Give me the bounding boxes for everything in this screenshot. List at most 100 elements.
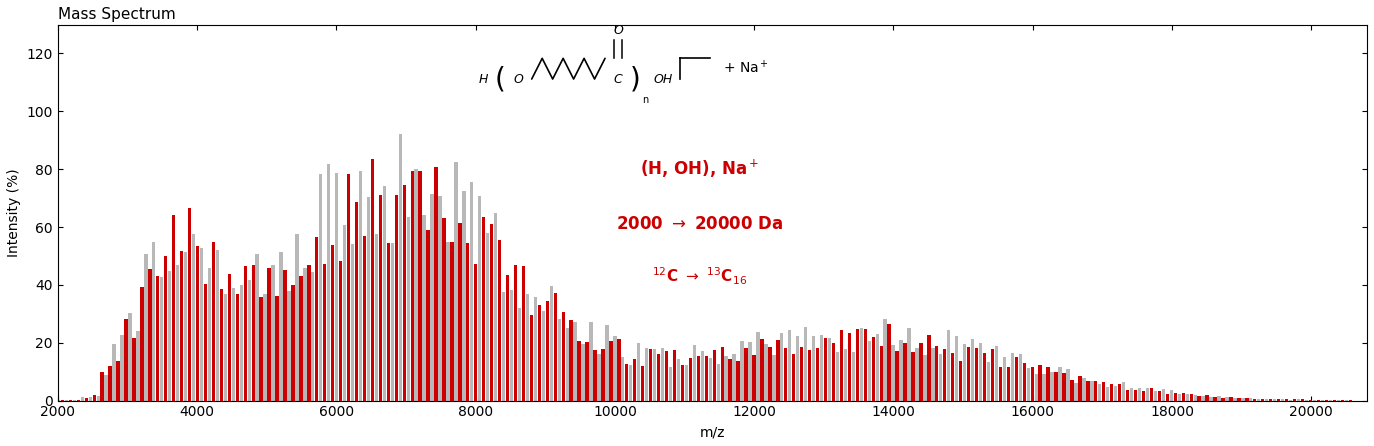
Bar <box>589 322 592 401</box>
Bar <box>883 319 886 401</box>
Bar <box>701 351 703 401</box>
Bar <box>879 346 883 401</box>
Bar <box>665 351 668 401</box>
Bar <box>1305 400 1308 401</box>
Bar <box>1289 400 1292 401</box>
Bar <box>736 361 739 401</box>
Bar <box>963 344 966 401</box>
Bar <box>447 242 449 401</box>
Bar <box>346 174 350 401</box>
Bar <box>1011 353 1014 401</box>
Bar <box>514 265 517 401</box>
Bar <box>1312 400 1316 401</box>
Bar <box>442 219 445 401</box>
Bar <box>812 336 815 401</box>
Bar <box>354 202 359 401</box>
Bar <box>203 284 207 401</box>
Bar <box>606 325 609 401</box>
Bar <box>1234 398 1237 401</box>
Bar <box>598 354 600 401</box>
Bar <box>462 190 466 401</box>
Bar <box>741 341 743 401</box>
Bar <box>1257 399 1260 401</box>
Bar <box>132 338 136 401</box>
Bar <box>692 345 697 401</box>
Bar <box>144 253 147 401</box>
Bar <box>573 322 577 401</box>
Bar <box>1066 369 1069 401</box>
Bar <box>1083 378 1085 401</box>
Bar <box>1161 389 1165 401</box>
Bar <box>728 359 732 401</box>
Bar <box>642 366 644 401</box>
Bar <box>569 320 573 401</box>
Bar <box>927 335 930 401</box>
Bar <box>804 327 808 401</box>
Bar <box>458 223 462 401</box>
Bar <box>518 308 521 401</box>
Bar <box>367 197 370 401</box>
Bar <box>272 264 275 401</box>
Bar <box>100 372 104 401</box>
Bar <box>537 305 541 401</box>
Bar <box>1165 394 1169 401</box>
Bar <box>81 397 84 401</box>
Bar <box>466 244 470 401</box>
Bar <box>1018 354 1022 401</box>
Bar <box>180 252 183 401</box>
Bar <box>831 343 835 401</box>
Text: ): ) <box>629 65 640 93</box>
Bar <box>1285 399 1289 401</box>
Bar <box>407 217 409 401</box>
Bar <box>760 339 764 401</box>
Bar <box>344 224 346 401</box>
Bar <box>581 344 585 401</box>
Bar <box>919 343 922 401</box>
Bar <box>379 195 382 401</box>
Bar <box>192 234 195 401</box>
Bar <box>1138 388 1142 401</box>
Bar <box>243 266 247 401</box>
Text: (: ( <box>495 65 506 93</box>
Bar <box>633 359 636 401</box>
Bar <box>239 285 243 401</box>
Bar <box>875 334 879 401</box>
Bar <box>140 287 143 401</box>
Bar <box>235 294 239 401</box>
Bar <box>896 351 899 401</box>
Bar <box>1090 380 1094 401</box>
Bar <box>1345 400 1348 401</box>
Bar <box>617 339 621 401</box>
Bar <box>260 297 262 401</box>
Text: + Na$^+$: + Na$^+$ <box>723 59 769 76</box>
Bar <box>256 254 258 401</box>
Bar <box>502 292 506 401</box>
Bar <box>625 364 628 401</box>
Bar <box>602 349 605 401</box>
Bar <box>319 174 323 401</box>
Bar <box>800 347 804 401</box>
Bar <box>232 288 235 401</box>
Bar <box>1194 395 1197 401</box>
Bar <box>287 291 291 401</box>
Bar <box>228 274 231 401</box>
Bar <box>109 366 111 401</box>
Bar <box>724 356 728 401</box>
Bar <box>315 237 319 401</box>
Bar <box>383 186 386 401</box>
Bar <box>720 347 724 401</box>
Bar <box>422 215 426 401</box>
Bar <box>304 268 306 401</box>
Bar <box>1087 381 1090 401</box>
Bar <box>327 164 330 401</box>
Bar <box>188 207 191 401</box>
Bar <box>308 264 311 401</box>
Bar <box>220 289 223 401</box>
Bar <box>60 400 65 401</box>
Bar <box>892 345 894 401</box>
Bar <box>438 196 441 401</box>
Bar <box>753 355 756 401</box>
Bar <box>649 349 653 401</box>
Bar <box>1198 396 1201 401</box>
Bar <box>279 252 283 401</box>
